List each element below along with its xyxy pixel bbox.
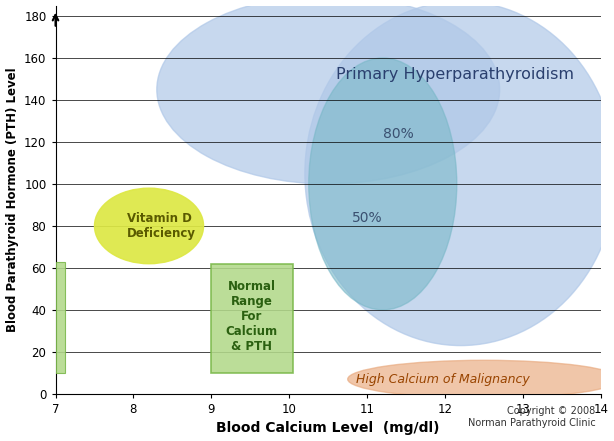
Ellipse shape (157, 0, 500, 184)
FancyBboxPatch shape (211, 264, 293, 373)
Text: Primary Hyperparathyroidism: Primary Hyperparathyroidism (336, 67, 574, 82)
Ellipse shape (309, 58, 457, 310)
Text: 80%: 80% (383, 127, 414, 141)
Text: High Calcium of Malignancy: High Calcium of Malignancy (356, 373, 529, 386)
Text: 50%: 50% (352, 210, 383, 224)
Text: Copyright © 2008
Norman Parathyroid Clinic: Copyright © 2008 Norman Parathyroid Clin… (468, 406, 596, 428)
Ellipse shape (305, 1, 614, 346)
Y-axis label: Blood Parathyroid Hormone (PTH) Level: Blood Parathyroid Hormone (PTH) Level (6, 67, 18, 332)
Text: Vitamin D
Deficiency: Vitamin D Deficiency (127, 212, 196, 240)
Text: Normal
Range
For
Calcium
& PTH: Normal Range For Calcium & PTH (226, 280, 278, 353)
FancyBboxPatch shape (55, 262, 65, 373)
X-axis label: Blood Calcium Level  (mg/dl): Blood Calcium Level (mg/dl) (217, 422, 440, 435)
Ellipse shape (348, 360, 614, 398)
Ellipse shape (95, 188, 204, 264)
